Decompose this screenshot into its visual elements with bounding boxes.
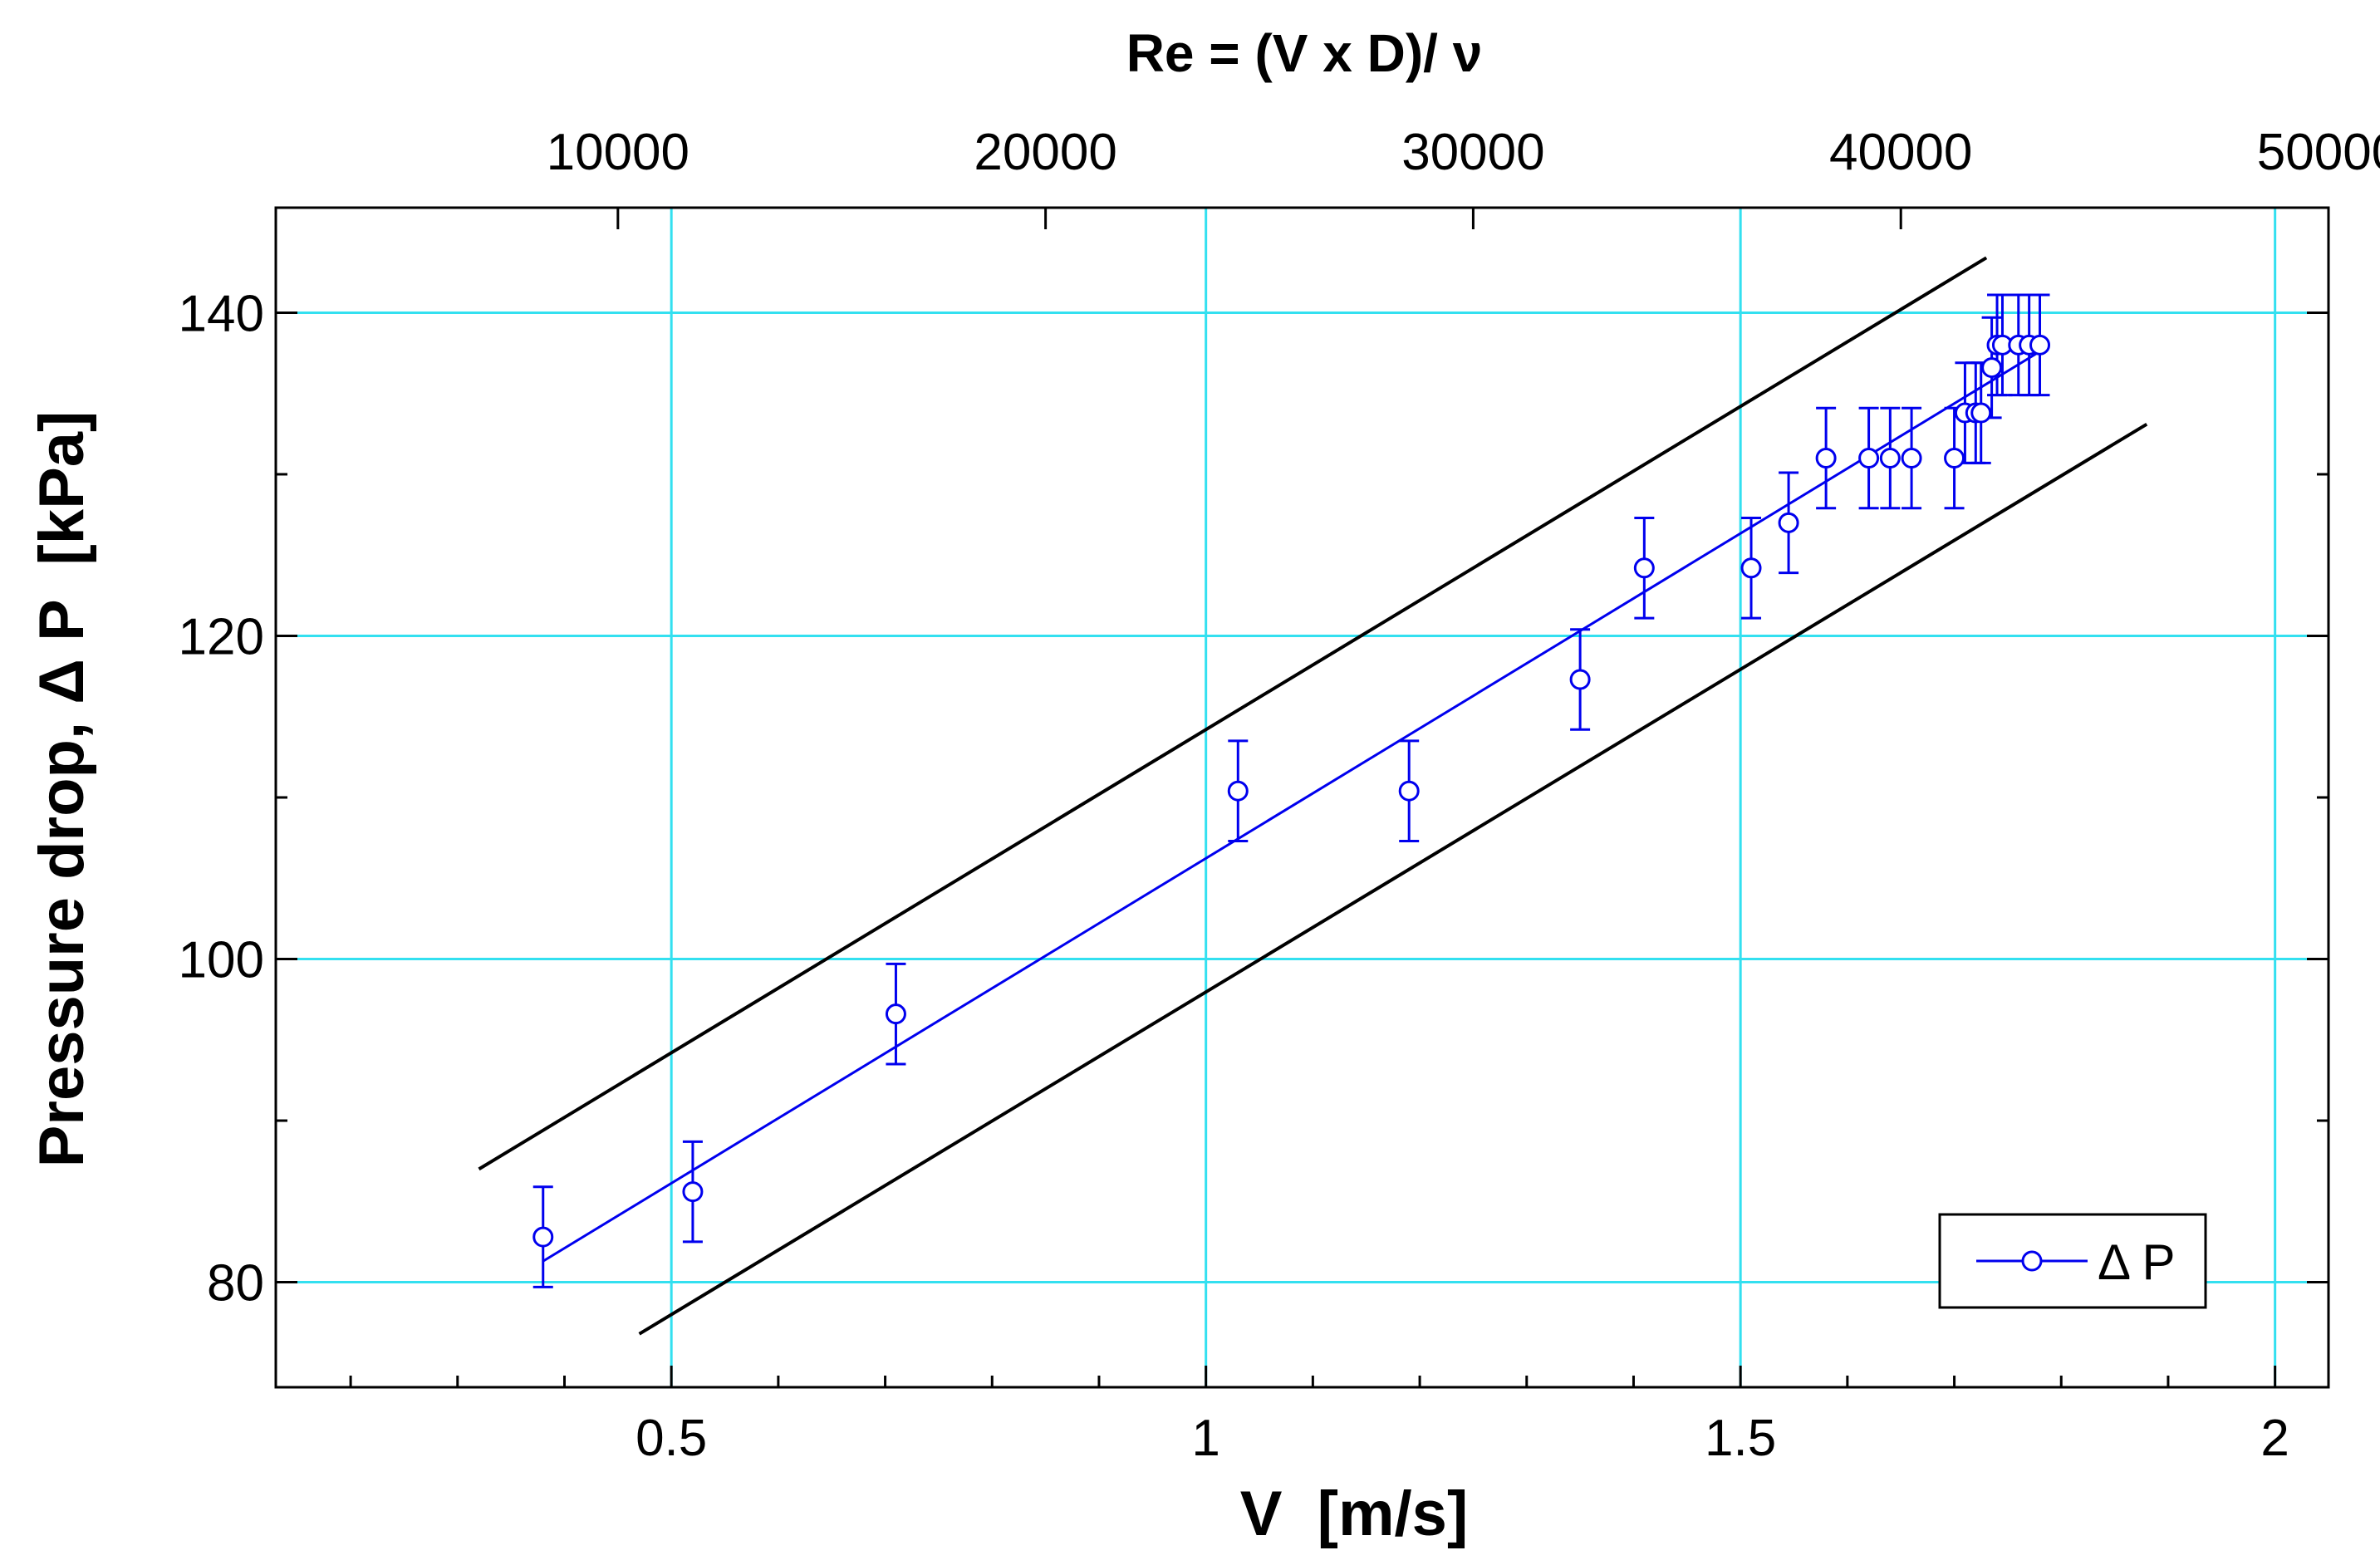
y-tick-label: 140	[179, 285, 264, 342]
x-axis-title: V [m/s]	[1240, 1479, 1469, 1549]
data-point	[1633, 557, 1655, 579]
data-point	[1227, 780, 1249, 802]
top-tick-label: 40000	[1829, 124, 1972, 181]
y-tick-label: 80	[207, 1255, 264, 1312]
data-point	[1901, 448, 1922, 469]
tick-labels: 0.5 1 1.5 2 10000 20000 30000 40000 50000 80 100 12…	[179, 124, 2380, 1467]
fit-line-group	[542, 350, 2041, 1263]
data-point	[1879, 448, 1901, 469]
data-point	[682, 1181, 704, 1203]
axis-ticks	[276, 208, 2330, 1387]
y-tick-label: 120	[179, 608, 264, 665]
plot-frame	[274, 206, 2330, 1389]
x-tick-label: 1.5	[1705, 1410, 1776, 1467]
x-tick-label: 2	[2260, 1410, 2289, 1467]
data-point	[885, 1003, 906, 1025]
data-point	[1944, 448, 1965, 469]
top-tick-label: 20000	[974, 124, 1116, 181]
data-points	[532, 334, 2051, 1248]
legend-label: Δ P	[2098, 1234, 2175, 1290]
error-bars	[532, 293, 2050, 1288]
fit-line	[542, 350, 2041, 1263]
data-point	[532, 1226, 554, 1248]
top-tick-label: 10000	[547, 124, 689, 181]
data-point	[1569, 669, 1591, 690]
x-tick-label: 0.5	[635, 1410, 707, 1467]
top-tick-label: 30000	[1401, 124, 1544, 181]
data-point	[2029, 334, 2051, 356]
upper-bound-line	[478, 256, 1988, 1171]
data-point	[1778, 512, 1799, 533]
y-axis-title: Pressure drop, Δ P [kPa]	[27, 411, 97, 1168]
y-tick-label: 100	[179, 932, 264, 989]
lower-bound-line	[638, 422, 2148, 1336]
x-tick-label: 1	[1191, 1410, 1219, 1467]
bound-lines	[478, 256, 2148, 1336]
top-tick-label: 50000	[2257, 124, 2380, 181]
data-point	[1815, 448, 1837, 469]
data-point	[1398, 780, 1420, 802]
data-point	[1981, 357, 2003, 379]
top-axis-title: Re = (V x D)/ ν	[1126, 23, 1483, 83]
data-point	[1740, 557, 1762, 579]
data-point	[1970, 402, 1992, 424]
legend-marker	[2021, 1250, 2043, 1272]
data-point	[1858, 448, 1880, 469]
grid-lines	[276, 208, 2328, 1387]
legend: Δ P	[1938, 1213, 2207, 1309]
